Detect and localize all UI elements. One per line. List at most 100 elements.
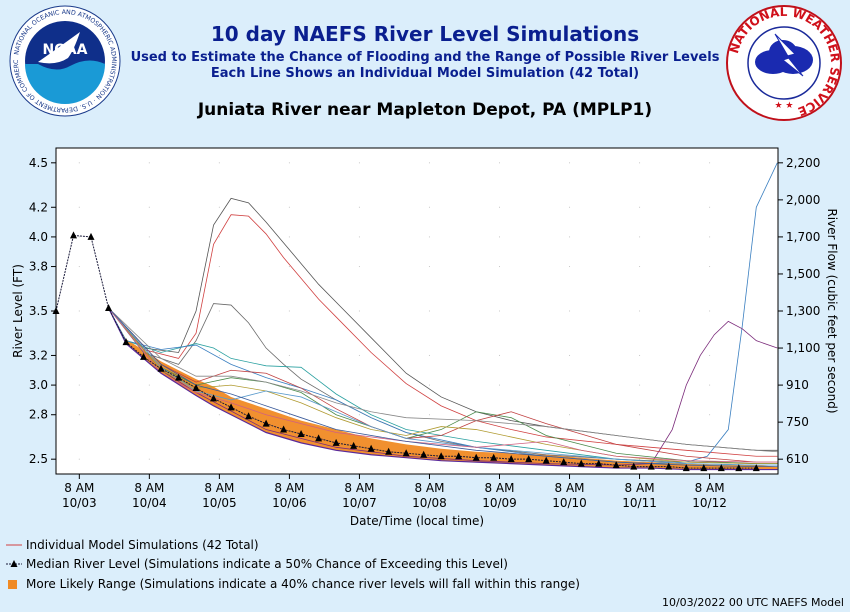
y2-tick-label: 910 xyxy=(786,378,809,392)
y2-tick-label: 2,000 xyxy=(786,193,820,207)
legend-swatch-range xyxy=(6,578,24,590)
y-tick-label: 2.8 xyxy=(29,408,48,422)
y-tick-label: 4.0 xyxy=(29,230,48,244)
grid-dot xyxy=(358,414,360,416)
median-point xyxy=(752,464,760,472)
x-tick-label-date: 10/11 xyxy=(622,496,657,510)
grid-dot xyxy=(218,236,220,238)
y2-tick-label: 610 xyxy=(786,452,809,466)
x-tick-label-date: 10/07 xyxy=(342,496,377,510)
y-tick-label: 3.5 xyxy=(29,304,48,318)
grid-dot xyxy=(639,458,641,460)
grid-dot xyxy=(288,236,290,238)
chart-title: 10 day NAEFS River Level Simulations xyxy=(210,22,640,46)
grid-dot xyxy=(639,206,641,208)
grid-dot xyxy=(78,384,80,386)
y2-tick-label: 1,100 xyxy=(786,341,820,355)
grid-dot xyxy=(709,236,711,238)
median-point xyxy=(437,452,445,460)
y2-tick-label: 2,200 xyxy=(786,156,820,170)
grid-dot xyxy=(569,414,571,416)
grid-dot xyxy=(428,162,430,164)
legend-swatch-individual xyxy=(6,539,24,551)
median-point xyxy=(140,352,148,360)
grid-dot xyxy=(709,414,711,416)
grid-dot xyxy=(358,354,360,356)
median-point xyxy=(717,464,725,472)
y-tick-label: 3.2 xyxy=(29,348,48,362)
simulation-line-13 xyxy=(108,307,778,467)
median-point xyxy=(315,434,323,442)
x-tick-label-date: 10/05 xyxy=(202,496,237,510)
grid-dot xyxy=(358,384,360,386)
median-point xyxy=(560,458,568,466)
grid-dot xyxy=(358,266,360,268)
grid-dot xyxy=(569,354,571,356)
grid-dot xyxy=(709,206,711,208)
grid-dot xyxy=(428,414,430,416)
median-point xyxy=(577,459,585,467)
median-point xyxy=(630,462,638,470)
median-point xyxy=(507,455,515,463)
x-tick-label: 8 AM xyxy=(695,481,725,495)
median-point xyxy=(297,429,305,437)
grid-dot xyxy=(148,162,150,164)
grid-dot xyxy=(358,458,360,460)
model-run-footer: 10/03/2022 00 UTC NAEFS Model xyxy=(661,596,844,609)
grid-dot xyxy=(639,414,641,416)
grid-dot xyxy=(639,162,641,164)
grid-dot xyxy=(709,354,711,356)
grid-dot xyxy=(288,206,290,208)
simulation-line-5 xyxy=(108,162,778,465)
y2-tick-label: 1,700 xyxy=(786,230,820,244)
grid-dot xyxy=(288,310,290,312)
grid-dot xyxy=(78,236,80,238)
x-tick-label: 8 AM xyxy=(484,481,514,495)
x-tick-label-date: 10/04 xyxy=(132,496,167,510)
median-point xyxy=(210,394,218,402)
simulation-line-11 xyxy=(108,307,778,466)
x-tick-label-date: 10/09 xyxy=(482,496,517,510)
grid-dot xyxy=(218,458,220,460)
median-point xyxy=(735,464,743,472)
median-point xyxy=(280,425,288,433)
legend-label-range: More Likely Range (Simulations indicate … xyxy=(26,577,580,591)
x-tick-label-date: 10/06 xyxy=(272,496,307,510)
median-point xyxy=(350,441,358,449)
grid-dot xyxy=(288,414,290,416)
y-tick-label: 4.2 xyxy=(29,200,48,214)
grid-dot xyxy=(78,354,80,356)
y-axis-title: River Level (FT) xyxy=(11,264,25,358)
grid-dot xyxy=(148,266,150,268)
grid-dot xyxy=(288,266,290,268)
x-tick-label-date: 10/10 xyxy=(552,496,587,510)
grid-dot xyxy=(498,310,500,312)
svg-text:★ ★: ★ ★ xyxy=(775,101,794,111)
grid-dot xyxy=(498,236,500,238)
y-tick-label: 2.5 xyxy=(29,452,48,466)
legend-item-individual: Individual Model Simulations (42 Total) xyxy=(6,538,259,552)
grid-dot xyxy=(569,310,571,312)
grid-dot xyxy=(218,206,220,208)
x-tick-label: 8 AM xyxy=(274,481,304,495)
noaa-logo-text: NOAA xyxy=(43,42,88,58)
grid-dot xyxy=(709,458,711,460)
grid-dot xyxy=(498,354,500,356)
grid-dot xyxy=(218,384,220,386)
y2-tick-label: 1,300 xyxy=(786,304,820,318)
grid-dot xyxy=(709,162,711,164)
grid-dot xyxy=(78,458,80,460)
median-point xyxy=(665,462,673,470)
grid-dot xyxy=(148,236,150,238)
legend-label-median: Median River Level (Simulations indicate… xyxy=(26,557,508,571)
nws-logo: NATIONAL WEATHER SERVICE ★ ★ xyxy=(726,5,842,121)
legend-item-median: Median River Level (Simulations indicate… xyxy=(6,557,508,571)
grid-dot xyxy=(358,162,360,164)
grid-dot xyxy=(639,266,641,268)
x-tick-label: 8 AM xyxy=(555,481,585,495)
x-tick-label-date: 10/12 xyxy=(692,496,727,510)
grid-dot xyxy=(498,206,500,208)
grid-dot xyxy=(358,236,360,238)
grid-dot xyxy=(569,266,571,268)
median-point xyxy=(542,456,550,464)
